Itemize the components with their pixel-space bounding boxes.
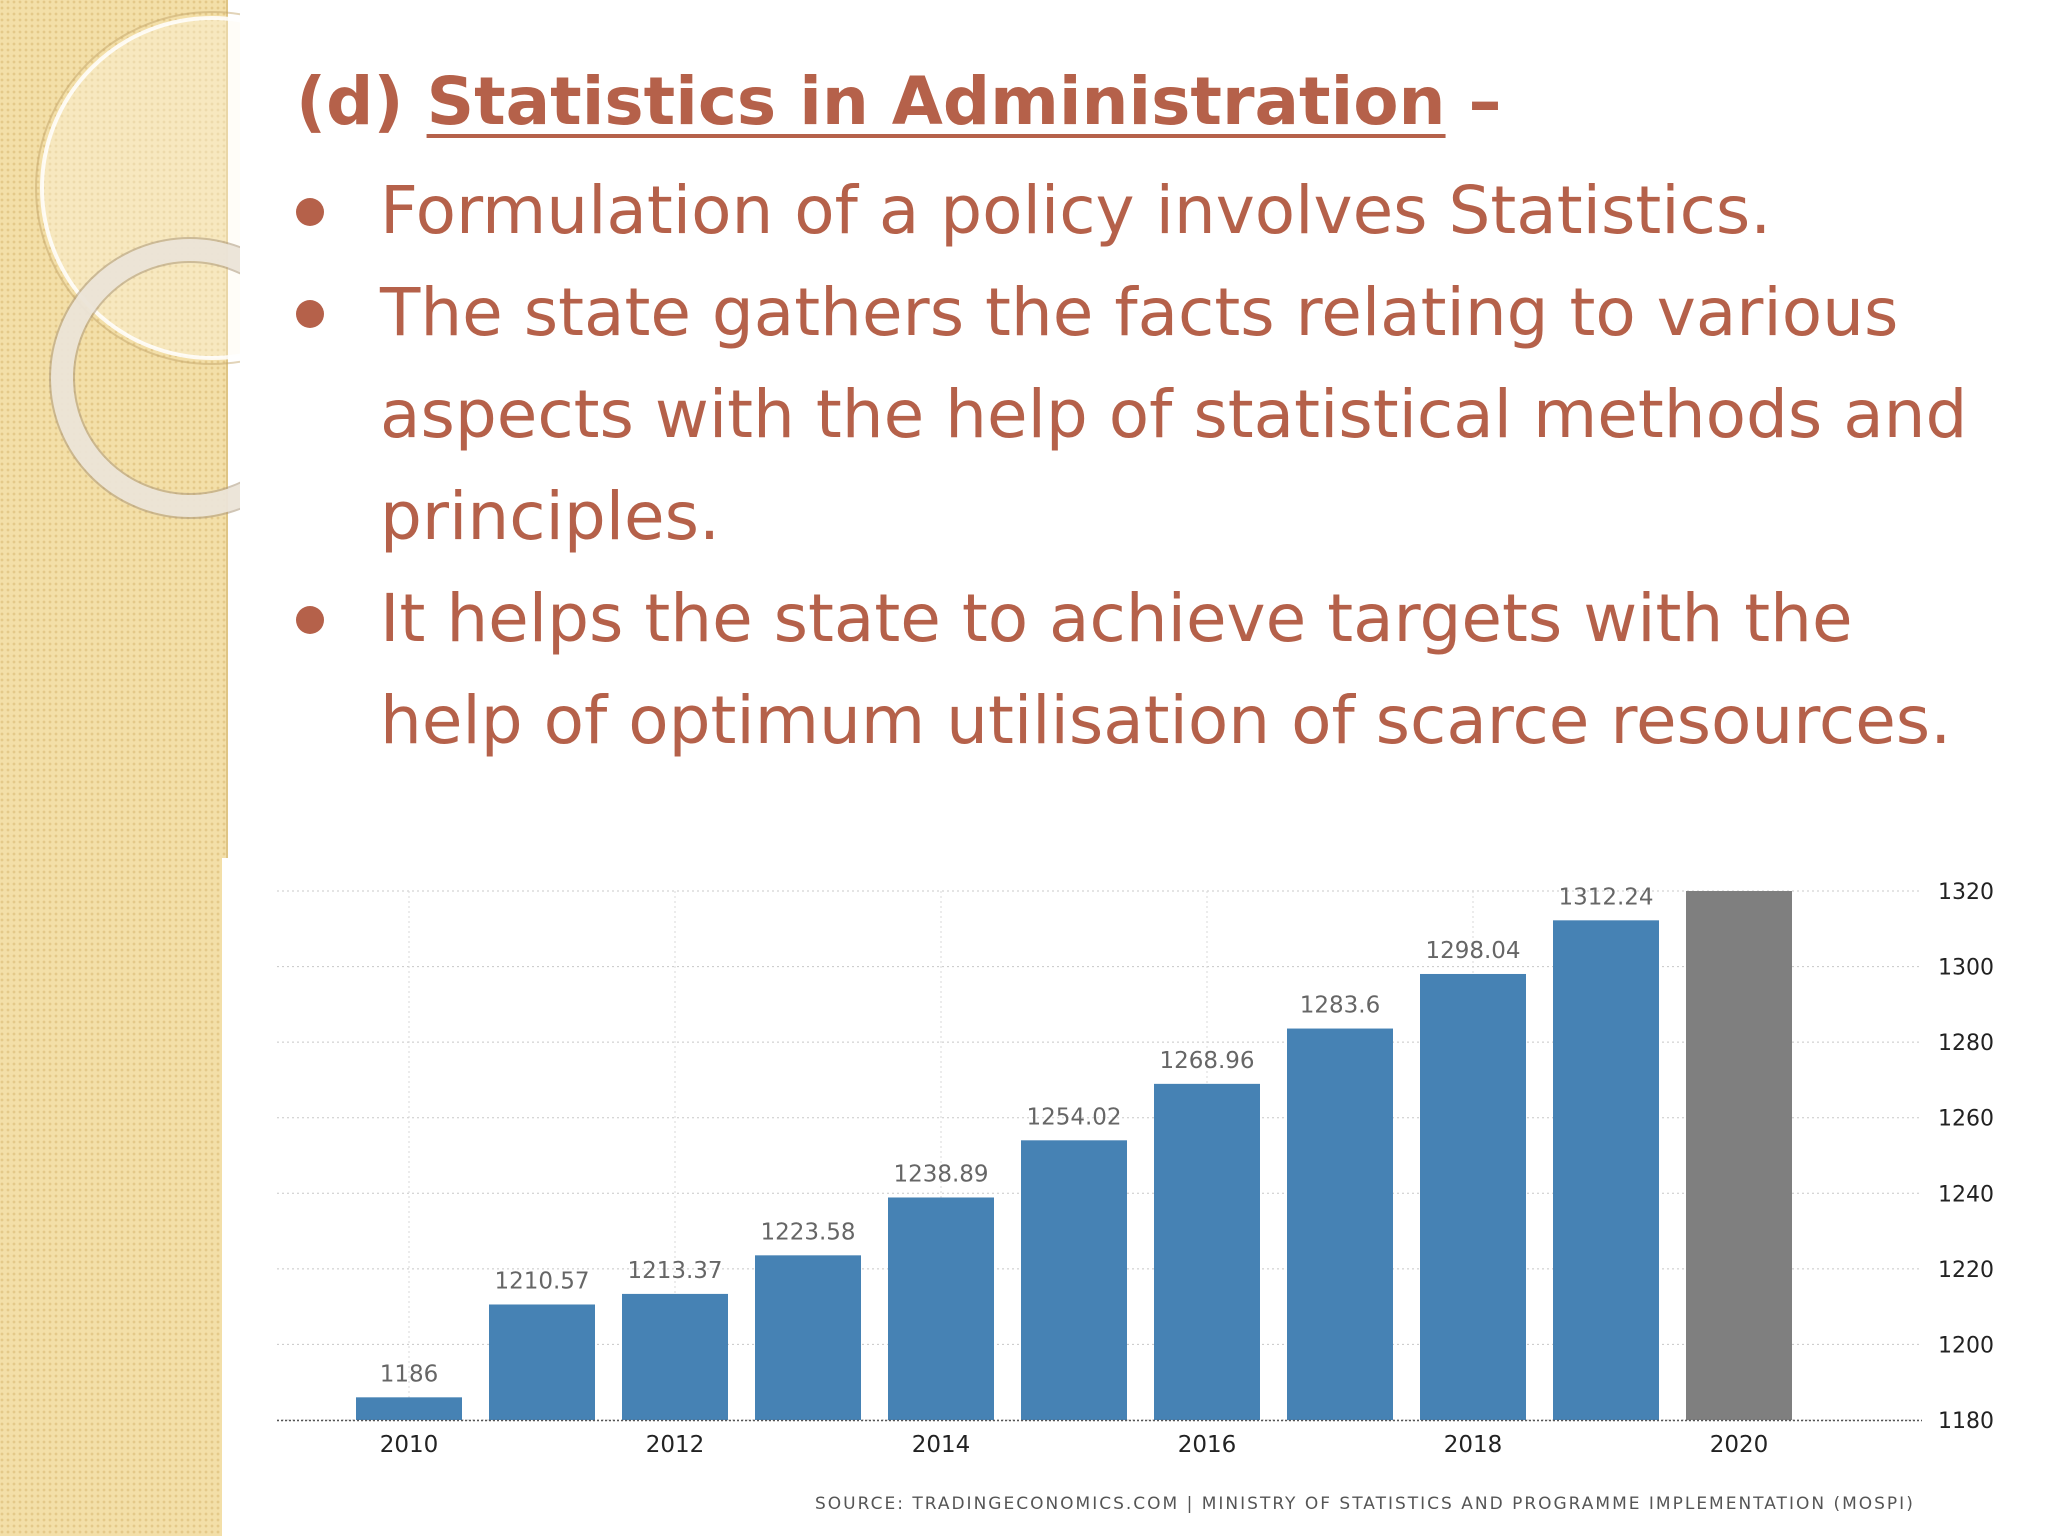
x-tick-label: 2012: [646, 1432, 705, 1458]
data-label: 1238.89: [893, 1161, 988, 1187]
x-tick-label: 2018: [1444, 1432, 1503, 1458]
bullet-text: It helps the state to achieve targets wi…: [380, 580, 1952, 759]
bullet-item: It helps the state to achieve targets wi…: [296, 568, 1996, 772]
bar: [1154, 1083, 1260, 1420]
bar: [1287, 1028, 1393, 1420]
data-label: 1186: [380, 1361, 439, 1387]
y-tick-label: 1180: [1938, 1409, 1994, 1434]
y-tick-label: 1200: [1938, 1333, 1994, 1358]
decorative-background-strip: [0, 0, 228, 858]
bullet-dot-icon: [296, 300, 324, 328]
bullet-dot-icon: [296, 606, 324, 634]
y-tick-label: 1220: [1938, 1258, 1994, 1283]
bar: [755, 1255, 861, 1420]
title-text: Statistics in Administration: [426, 63, 1446, 140]
chart-source: SOURCE: TRADINGECONOMICS.COM | MINISTRY …: [815, 1494, 1915, 1514]
x-tick-label: 2010: [380, 1432, 439, 1458]
bar: [489, 1304, 595, 1420]
bullet-text: Formulation of a policy involves Statist…: [380, 172, 1772, 249]
y-tick-label: 1260: [1938, 1107, 1994, 1132]
bar: [888, 1197, 994, 1420]
bullet-text: The state gathers the facts relating to …: [380, 274, 1968, 555]
title-suffix: –: [1468, 63, 1502, 140]
data-label: 1268.96: [1159, 1048, 1254, 1074]
bar: [1021, 1140, 1127, 1420]
data-label: 1283.6: [1300, 993, 1380, 1019]
y-tick-label: 1240: [1938, 1182, 1994, 1207]
x-tick-label: 2020: [1710, 1432, 1769, 1458]
title-prefix: (d): [296, 63, 404, 140]
data-label: 1213.37: [627, 1258, 722, 1284]
x-tick-label: 2014: [912, 1432, 971, 1458]
data-label: 1223.58: [760, 1219, 855, 1245]
data-label: 1210.57: [494, 1268, 589, 1294]
bar: [1686, 891, 1792, 1420]
data-label: 1298.04: [1425, 938, 1520, 964]
y-tick-label: 1280: [1938, 1031, 1994, 1056]
y-tick-label: 1320: [1938, 880, 1994, 905]
bar: [1420, 973, 1526, 1420]
bar-chart: 1180 1200 1220 1240 1260 1280 1300 1320 1186 1210…: [277, 880, 1994, 1458]
bullet-item: Formulation of a policy involves Statist…: [296, 160, 1996, 262]
data-label: 1254.02: [1026, 1104, 1121, 1130]
bar: [622, 1293, 728, 1420]
bar: [1553, 920, 1659, 1420]
x-tick-label: 2016: [1178, 1432, 1237, 1458]
decorative-rings: [35, 11, 240, 519]
chart-panel: 1180 1200 1220 1240 1260 1280 1300 1320 1186 1210…: [222, 858, 2048, 1536]
data-label: 1312.24: [1558, 884, 1653, 910]
slide-title: (d) Statistics in Administration –: [296, 62, 1502, 142]
bullet-item: The state gathers the facts relating to …: [296, 262, 1996, 568]
bullet-dot-icon: [296, 198, 324, 226]
decorative-background-strip-lower: [0, 858, 222, 1536]
bullet-list: Formulation of a policy involves Statist…: [296, 160, 1996, 772]
y-tick-label: 1300: [1938, 956, 1994, 981]
bar: [356, 1397, 462, 1420]
